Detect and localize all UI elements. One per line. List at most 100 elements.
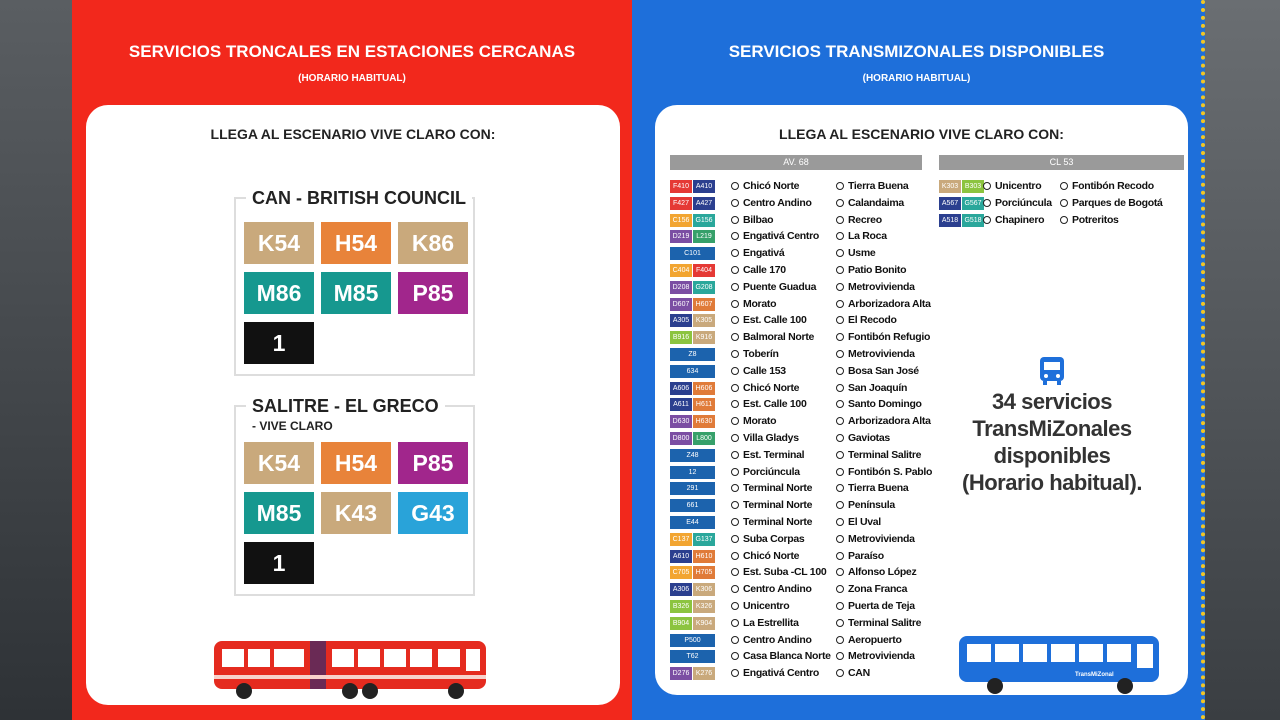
destination: Paraíso [848, 549, 884, 562]
destination: Puerta de Teja [848, 600, 915, 612]
destination: Calle 170 [743, 264, 786, 276]
left-title: SERVICIOS TRONCALES EN ESTACIONES CERCAN… [128, 42, 576, 61]
bullet [731, 383, 739, 392]
bullet [836, 534, 844, 543]
bullet [836, 434, 844, 442]
bullet [836, 182, 844, 190]
route-badge: D219 [670, 230, 692, 244]
bullet [731, 669, 739, 678]
right-title: SERVICIOS TRANSMIZONALES DISPONIBLES [728, 42, 1105, 61]
bullet [836, 669, 844, 678]
bullet [836, 198, 844, 207]
station-name: CAN - BRITISH COUNCIL [246, 188, 472, 209]
destination: Bilbao [743, 213, 774, 226]
bullet [836, 602, 844, 610]
route-badge: K303 [939, 180, 961, 193]
bullet [836, 366, 844, 375]
destination: Calandaima [848, 196, 904, 209]
destination: Porciúncula [995, 196, 1052, 209]
destination: Chapinero [995, 213, 1045, 226]
summary-line: TransMiZonales [972, 416, 1132, 441]
bullet [836, 316, 844, 325]
destination: Aeropuerto [848, 633, 902, 646]
bullet [731, 534, 739, 543]
destination: Unicentro [743, 600, 790, 612]
bullet [836, 215, 844, 224]
bullet [836, 652, 844, 661]
bullet [731, 434, 739, 442]
route-badge: Z8 [670, 348, 715, 361]
destination: Península [848, 499, 895, 512]
bullet [731, 350, 739, 358]
route-badge: B904 [670, 616, 692, 630]
bullet [731, 501, 739, 510]
route-badge: A611 [670, 398, 692, 412]
destination: CAN [848, 667, 870, 680]
route-tile: H54 [321, 222, 391, 264]
route-badge: P500 [670, 633, 715, 647]
bullet [731, 635, 739, 644]
route-badge: F404 [693, 264, 715, 277]
bullet [731, 467, 739, 476]
bullet [836, 383, 844, 392]
destination: Morato [743, 415, 777, 428]
bullet [731, 618, 739, 627]
route-badge: F427 [670, 196, 692, 210]
route-badge: H630 [693, 415, 715, 429]
route-badge: B326 [670, 600, 692, 613]
route-badge: 291 [670, 482, 715, 496]
route-badge: G567 [962, 196, 984, 210]
destination: Unicentro [995, 180, 1042, 192]
destination: Terminal Norte [743, 482, 813, 495]
destination: San Joaquín [848, 381, 908, 394]
destination: Chicó Norte [743, 180, 800, 192]
route-badge: B916 [670, 331, 692, 345]
route-badge: K326 [693, 600, 715, 613]
route-badge: E44 [670, 516, 715, 529]
destination: Arborizadora Alta [848, 415, 931, 428]
destination: Gaviotas [848, 432, 890, 444]
route-badge: K916 [693, 331, 715, 345]
destination: Toberín [743, 348, 779, 360]
left-card: LLEGA AL ESCENARIO VIVE CLARO CON: CAN -… [86, 105, 620, 705]
right-subtitle: (HORARIO HABITUAL) [862, 73, 971, 84]
route-tile: K54 [244, 442, 314, 484]
bullet [836, 350, 844, 358]
destination: Terminal Salitre [848, 448, 922, 461]
route-badge: G137 [693, 532, 715, 546]
destination: Centro Andino [743, 583, 812, 596]
destination: La Roca [848, 230, 887, 243]
summary-line: disponibles [993, 443, 1111, 468]
bullet [731, 551, 739, 560]
bullet [836, 484, 844, 493]
route-badge: 634 [670, 364, 715, 378]
bullet [836, 467, 844, 476]
red-bus [214, 641, 486, 699]
destination: Villa Gladys [743, 432, 799, 444]
destination: Engativá Centro [743, 667, 820, 680]
route-badge: T62 [670, 650, 715, 664]
route-badge: D800 [670, 432, 692, 445]
route-tile: P85 [398, 442, 468, 484]
bullet [836, 333, 844, 342]
destination: Fontibón Refugio [848, 331, 931, 344]
route-tile: 1 [244, 542, 314, 584]
bullet [731, 215, 739, 224]
left-panel: SERVICIOS TRONCALES EN ESTACIONES CERCAN… [72, 0, 632, 720]
station-box: SALITRE - EL GRECO - VIVE CLARO K54 H54 P85 M… [234, 396, 475, 596]
station-box: CAN - BRITISH COUNCIL K54 H54 K86 M86 M85 P85 1 [234, 188, 475, 376]
route-badge: H611 [693, 398, 715, 412]
bullet [731, 652, 739, 661]
destination: Chicó Norte [743, 549, 800, 562]
bullet [836, 417, 844, 426]
route-badge: D607 [670, 297, 692, 311]
destination: Puente Guadua [743, 280, 817, 293]
station-name: SALITRE - EL GRECO [246, 396, 445, 417]
bullet [731, 316, 739, 325]
destination: Usme [848, 247, 876, 260]
route-tile: H54 [321, 442, 391, 484]
bullet [731, 299, 739, 308]
route-tile: K86 [398, 222, 468, 264]
route-tile: K54 [244, 222, 314, 264]
right-panel: SERVICIOS TRANSMIZONALES DISPONIBLES (HO… [632, 0, 1205, 720]
